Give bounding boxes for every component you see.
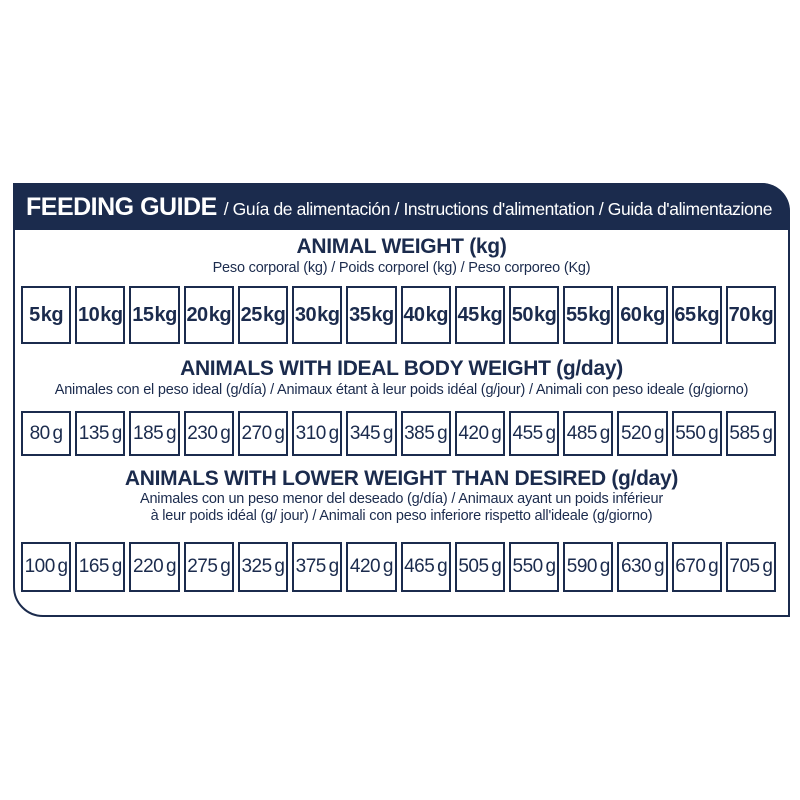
lower-weight-cell: 670 g xyxy=(671,542,722,592)
animal-weight-cell: 10 kg xyxy=(75,286,126,344)
lower-weight-cell: 705 g xyxy=(725,542,777,592)
lower-weight-subtitle-line2: à leur poids idéal (g/ jour) / Animali c… xyxy=(150,508,653,524)
ideal-body-weight-cell: 310 g xyxy=(292,411,343,456)
animal-weight-cell: 35 kg xyxy=(346,286,397,344)
ideal-body-weight-subtitle: Animales con el peso ideal (g/día) / Ani… xyxy=(54,382,749,398)
animal-weight-cell: 25 kg xyxy=(237,286,289,344)
animal-weight-cell: 20 kg xyxy=(183,286,234,344)
ideal-body-weight-cell: 485 g xyxy=(563,411,614,456)
lower-weight-cell: 375 g xyxy=(292,542,343,592)
ideal-body-weight-cell: 230 g xyxy=(183,411,234,456)
lower-weight-cell: 165 g xyxy=(75,542,126,592)
animal-weight-row: 5 kg 10 kg 15 kg 20 kg 25 kg 30 kg 35 kg 40 kg 4… xyxy=(21,286,777,344)
lower-weight-cell: 275 g xyxy=(183,542,234,592)
lower-weight-cell: 590 g xyxy=(563,542,614,592)
lower-weight-cell: 630 g xyxy=(617,542,668,592)
animal-weight-cell: 65 kg xyxy=(671,286,722,344)
lower-weight-cell: 505 g xyxy=(454,542,505,592)
lower-weight-subtitle-line1: Animales con un peso menor del deseado (… xyxy=(139,491,664,507)
ideal-body-weight-cell: 270 g xyxy=(237,411,289,456)
lower-weight-cell: 550 g xyxy=(508,542,560,592)
ideal-body-weight-cell: 135 g xyxy=(75,411,126,456)
lower-weight-cell: 325 g xyxy=(237,542,289,592)
feeding-guide-title-translations: / Guía de alimentación / Instructions d'… xyxy=(223,199,773,219)
animal-weight-cell: 55 kg xyxy=(563,286,614,344)
animal-weight-title: ANIMAL WEIGHT (kg) xyxy=(296,235,507,258)
animal-weight-cell: 30 kg xyxy=(292,286,343,344)
animal-weight-cell: 45 kg xyxy=(454,286,505,344)
ideal-body-weight-cell: 185 g xyxy=(129,411,180,456)
animal-weight-cell: 50 kg xyxy=(508,286,560,344)
lower-weight-cell: 220 g xyxy=(129,542,180,592)
lower-weight-row: 100 g 165 g 220 g 275 g 325 g 375 g 420 g 465 g… xyxy=(21,542,777,592)
animal-weight-cell: 5 kg xyxy=(21,286,72,344)
feeding-guide-header-bar: FEEDING GUIDE / Guía de alimentación / I… xyxy=(13,183,790,230)
ideal-body-weight-cell: 420 g xyxy=(454,411,505,456)
lower-weight-cell: 465 g xyxy=(400,542,451,592)
lower-weight-cell: 100 g xyxy=(21,542,72,592)
lower-weight-cell: 420 g xyxy=(346,542,397,592)
ideal-body-weight-cell: 80 g xyxy=(21,411,72,456)
animal-weight-cell: 40 kg xyxy=(400,286,451,344)
ideal-body-weight-cell: 585 g xyxy=(725,411,777,456)
feeding-guide-title: FEEDING GUIDE xyxy=(26,193,217,221)
animal-weight-subtitle: Peso corporal (kg) / Poids corporel (kg)… xyxy=(212,260,591,276)
ideal-body-weight-cell: 520 g xyxy=(617,411,668,456)
ideal-body-weight-cell: 550 g xyxy=(671,411,722,456)
ideal-body-weight-cell: 345 g xyxy=(346,411,397,456)
feeding-guide-panel: FEEDING GUIDE / Guía de alimentación / I… xyxy=(13,183,790,617)
ideal-body-weight-title: ANIMALS WITH IDEAL BODY WEIGHT (g/day) xyxy=(180,357,623,380)
animal-weight-cell: 70 kg xyxy=(725,286,777,344)
animal-weight-cell: 60 kg xyxy=(617,286,668,344)
ideal-body-weight-cell: 385 g xyxy=(400,411,451,456)
ideal-body-weight-cell: 455 g xyxy=(508,411,560,456)
animal-weight-cell: 15 kg xyxy=(129,286,180,344)
lower-weight-title: ANIMALS WITH LOWER WEIGHT THAN DESIRED (… xyxy=(124,467,679,490)
